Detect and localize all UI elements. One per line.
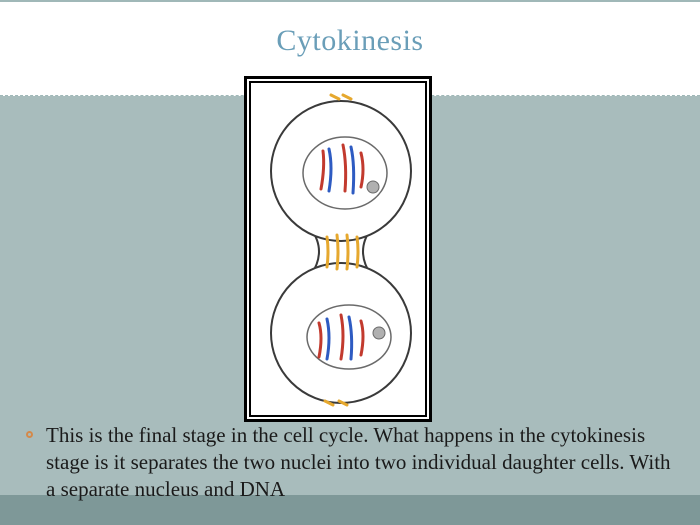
- bullet-content: This is the final stage in the cell cycl…: [46, 423, 671, 501]
- bullet-item: This is the final stage in the cell cycl…: [22, 422, 682, 503]
- slide-title: Cytokinesis: [0, 2, 700, 58]
- diagram-frame: [244, 76, 432, 422]
- bullet-marker-icon: [26, 431, 33, 438]
- cytokinesis-diagram: [247, 79, 429, 419]
- bullet-container: This is the final stage in the cell cycl…: [22, 422, 682, 503]
